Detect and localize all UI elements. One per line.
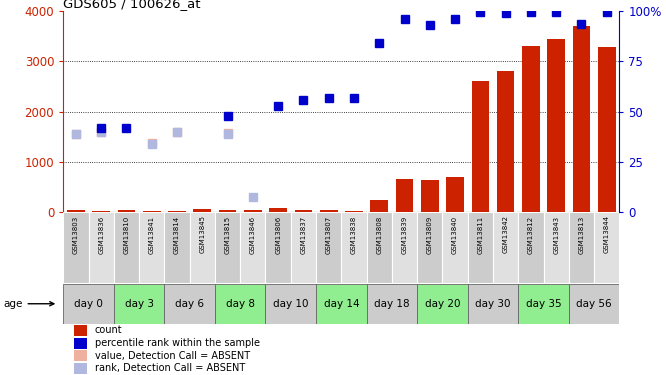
Bar (218, 210, 236, 212)
Text: GSM13838: GSM13838 (351, 215, 357, 254)
Bar (67, 210, 85, 212)
Text: value, Detection Call = ABSENT: value, Detection Call = ABSENT (95, 351, 250, 361)
Bar (114, 212, 139, 283)
Bar (392, 212, 417, 283)
Text: GSM13808: GSM13808 (376, 215, 382, 254)
Bar (522, 46, 539, 212)
Bar (63, 212, 89, 283)
Bar (244, 210, 262, 212)
Text: GSM13843: GSM13843 (553, 215, 559, 254)
Bar (421, 180, 439, 212)
Bar (240, 212, 266, 283)
Text: GSM13844: GSM13844 (604, 215, 610, 254)
Bar (497, 71, 514, 212)
Text: day 8: day 8 (226, 299, 254, 309)
Bar (518, 284, 569, 324)
Bar (493, 212, 518, 283)
Text: day 35: day 35 (525, 299, 561, 309)
Bar (75, 363, 87, 374)
Bar (63, 284, 114, 324)
Bar (215, 284, 266, 324)
Bar (547, 39, 565, 212)
Text: GSM13842: GSM13842 (503, 215, 509, 254)
Bar (342, 212, 366, 283)
Bar (316, 284, 366, 324)
Bar (75, 338, 87, 349)
Bar (190, 212, 215, 283)
Text: rank, Detection Call = ABSENT: rank, Detection Call = ABSENT (95, 363, 245, 374)
Bar (89, 212, 114, 283)
Text: GSM13809: GSM13809 (427, 215, 433, 254)
Bar (417, 212, 442, 283)
Bar (366, 284, 417, 324)
Bar (165, 284, 215, 324)
Bar (569, 284, 619, 324)
Text: GSM13840: GSM13840 (452, 215, 458, 254)
Text: GSM13813: GSM13813 (579, 215, 585, 254)
Text: day 30: day 30 (476, 299, 511, 309)
Bar (468, 212, 493, 283)
Text: GDS605 / 100626_at: GDS605 / 100626_at (63, 0, 200, 10)
Bar (472, 81, 490, 212)
Text: day 10: day 10 (273, 299, 308, 309)
Text: GSM13810: GSM13810 (123, 215, 129, 254)
Bar (118, 210, 135, 212)
Bar (139, 212, 165, 283)
Text: day 0: day 0 (74, 299, 103, 309)
Bar (269, 208, 287, 212)
Text: count: count (95, 326, 123, 336)
Bar (114, 284, 165, 324)
Text: GSM13815: GSM13815 (224, 215, 230, 254)
Text: day 56: day 56 (576, 299, 612, 309)
Bar (598, 47, 615, 212)
Text: GSM13803: GSM13803 (73, 215, 79, 254)
Text: day 6: day 6 (175, 299, 204, 309)
Text: age: age (3, 299, 54, 309)
Bar (168, 211, 186, 212)
Bar (75, 350, 87, 361)
Bar (294, 210, 312, 212)
Text: percentile rank within the sample: percentile rank within the sample (95, 338, 260, 348)
Bar (396, 179, 414, 212)
Bar (442, 212, 468, 283)
Text: GSM13814: GSM13814 (174, 215, 180, 254)
Bar (165, 212, 190, 283)
Bar (518, 212, 543, 283)
Text: GSM13837: GSM13837 (300, 215, 306, 254)
Bar (543, 212, 569, 283)
Bar (366, 212, 392, 283)
Text: GSM13807: GSM13807 (326, 215, 332, 254)
Bar (573, 26, 590, 212)
Text: day 18: day 18 (374, 299, 410, 309)
Bar (468, 284, 518, 324)
Text: day 14: day 14 (324, 299, 359, 309)
Bar (370, 200, 388, 212)
Text: GSM13841: GSM13841 (149, 215, 155, 254)
Text: GSM13846: GSM13846 (250, 215, 256, 254)
Bar (417, 284, 468, 324)
Text: GSM13839: GSM13839 (402, 215, 408, 254)
Bar (320, 210, 338, 212)
Text: GSM13845: GSM13845 (199, 215, 205, 254)
Bar (193, 209, 211, 212)
Text: day 3: day 3 (125, 299, 154, 309)
Text: GSM13812: GSM13812 (528, 215, 534, 254)
Bar (316, 212, 341, 283)
Bar (291, 212, 316, 283)
Bar (93, 211, 110, 212)
Bar (446, 177, 464, 212)
Text: GSM13811: GSM13811 (478, 215, 484, 254)
Bar (569, 212, 594, 283)
Text: day 20: day 20 (425, 299, 460, 309)
Bar (75, 325, 87, 336)
Bar (594, 212, 619, 283)
Bar (345, 211, 363, 212)
Bar (215, 212, 240, 283)
Bar (266, 284, 316, 324)
Bar (143, 211, 161, 212)
Bar (266, 212, 291, 283)
Text: GSM13806: GSM13806 (275, 215, 281, 254)
Text: GSM13836: GSM13836 (98, 215, 104, 254)
